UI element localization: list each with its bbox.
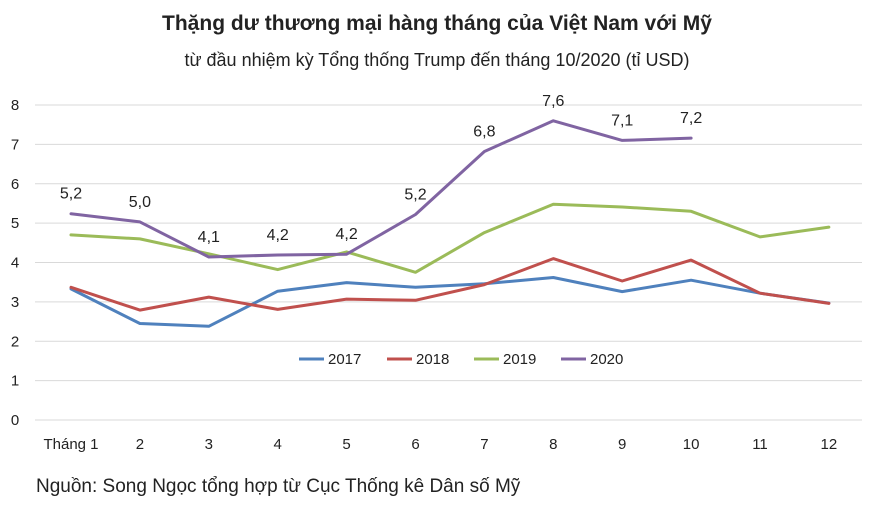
data-label: 5,2 — [404, 186, 426, 203]
data-label: 7,6 — [542, 93, 564, 110]
x-tick-label: 3 — [205, 436, 213, 453]
data-label: 5,0 — [129, 194, 151, 211]
data-label: 4,1 — [198, 229, 220, 246]
legend-label: 2020 — [590, 351, 623, 368]
chart-title: Thặng dư thương mại hàng tháng của Việt … — [162, 12, 712, 35]
x-axis-ticks: Tháng 1 2 3 4 5 6 7 8 9 10 11 12 — [43, 436, 837, 453]
series-line-2017 — [69, 276, 831, 328]
data-label: 4,2 — [267, 227, 289, 244]
series-line-2018 — [69, 257, 831, 312]
x-tick-label: 9 — [618, 436, 626, 453]
x-tick-label: Tháng 1 — [43, 436, 98, 453]
y-tick-label: 8 — [11, 97, 19, 114]
source-note: Nguồn: Song Ngọc tổng hợp từ Cục Thống k… — [36, 476, 521, 497]
x-tick-label: 4 — [274, 436, 282, 453]
y-tick-label: 5 — [11, 215, 19, 232]
x-tick-label: 10 — [683, 436, 700, 453]
legend: 2017 2018 2019 2020 — [299, 351, 623, 368]
series-lines — [69, 119, 831, 328]
legend-label: 2018 — [416, 351, 449, 368]
legend-label: 2017 — [328, 351, 361, 368]
x-tick-label: 7 — [480, 436, 488, 453]
y-tick-label: 0 — [11, 412, 19, 429]
x-tick-label: 8 — [549, 436, 557, 453]
y-tick-label: 1 — [11, 373, 19, 390]
y-axis-ticks: 0 1 2 3 4 5 6 7 8 — [11, 97, 19, 429]
y-tick-label: 7 — [11, 136, 19, 153]
series-line-2020 — [69, 119, 693, 259]
data-label: 7,1 — [611, 112, 633, 129]
gridlines — [35, 104, 862, 421]
data-label: 5,2 — [60, 186, 82, 203]
data-label: 6,8 — [473, 123, 495, 140]
y-tick-label: 3 — [11, 294, 19, 311]
x-tick-label: 11 — [752, 436, 768, 453]
legend-label: 2019 — [503, 351, 536, 368]
x-tick-label: 2 — [136, 436, 144, 453]
y-tick-label: 6 — [11, 176, 19, 193]
x-tick-label: 6 — [411, 436, 419, 453]
chart-subtitle: từ đầu nhiệm kỳ Tổng thống Trump đến thá… — [184, 50, 689, 70]
x-tick-label: 12 — [821, 436, 838, 453]
data-labels: 5,2 5,0 4,1 4,2 4,2 5,2 6,8 7,6 7,1 7,2 — [60, 93, 702, 246]
y-tick-label: 2 — [11, 333, 19, 350]
x-tick-label: 5 — [342, 436, 350, 453]
data-label: 4,2 — [335, 226, 357, 243]
y-tick-label: 4 — [11, 255, 19, 272]
data-label: 7,2 — [680, 110, 702, 127]
